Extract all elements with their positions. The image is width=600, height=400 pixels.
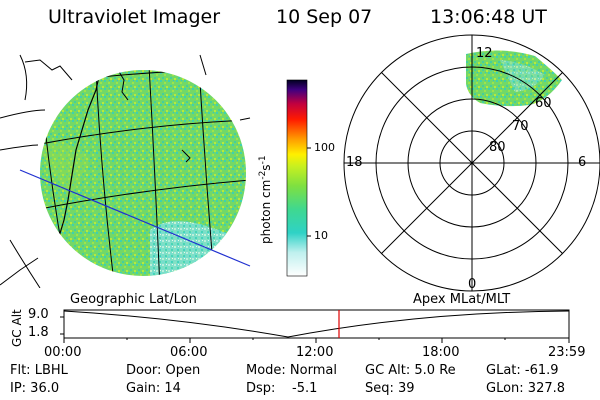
gc-alt-info: GC Alt: 5.0 Re xyxy=(365,363,456,378)
altitude-timeline xyxy=(60,309,570,343)
gc-alt-tick-max: 9.0 xyxy=(28,307,49,322)
mode-info: Mode: Normal xyxy=(246,363,337,378)
time-tick-0000: 00:00 xyxy=(44,345,82,360)
glat-info: GLat: -61.9 xyxy=(486,363,559,378)
door-info: Door: Open xyxy=(126,363,201,378)
instrument-title: Ultraviolet Imager xyxy=(48,6,221,28)
colorbar-label-mid: s xyxy=(259,164,273,171)
gain-info: Gain: 14 xyxy=(126,381,181,396)
mlat-label-80: 80 xyxy=(489,140,506,155)
polar-plot xyxy=(343,34,600,292)
earth-disk-image xyxy=(0,54,251,288)
filter-info: Flt: LBHL xyxy=(10,363,68,378)
colorbar-label-exp2: -1 xyxy=(258,155,268,165)
glon-info: GLon: 327.8 xyxy=(486,381,566,396)
colorbar-tick-100: 100 xyxy=(314,141,335,154)
time-tick-2359: 23:59 xyxy=(548,345,586,360)
time-label: 13:06:48 UT xyxy=(430,6,547,28)
colorbar-label-exp1: -2 xyxy=(258,170,268,180)
mlat-label-60: 60 xyxy=(535,96,552,111)
date-label: 10 Sep 07 xyxy=(276,6,373,28)
time-tick-1800: 18:00 xyxy=(422,345,460,360)
time-tick-1200: 12:00 xyxy=(296,345,334,360)
mlt-label-6: 6 xyxy=(578,155,587,170)
sequence-info: Seq: 39 xyxy=(365,381,415,396)
colorbar-label-base: photon cm xyxy=(259,179,273,244)
ip-info: IP: 36.0 xyxy=(10,381,60,396)
gc-alt-axis-label: GC Alt xyxy=(10,309,24,347)
dsp-label: Dsp: xyxy=(246,381,276,396)
apex-coords-title: Apex MLat/MLT xyxy=(413,292,511,307)
mlt-label-12: 12 xyxy=(476,46,493,61)
colorbar-tick-10: 10 xyxy=(314,229,328,242)
dsp-value: -5.1 xyxy=(292,381,318,396)
colorbar-units-label: photon cm-2s-1 xyxy=(258,155,273,244)
geographic-coords-title: Geographic Lat/Lon xyxy=(70,292,197,307)
mlt-label-18: 18 xyxy=(346,155,363,170)
mlat-label-70: 70 xyxy=(512,119,529,134)
gc-alt-tick-min: 1.8 xyxy=(28,325,49,340)
time-tick-0600: 06:00 xyxy=(170,345,208,360)
geographic-track-line xyxy=(19,169,251,267)
colorbar xyxy=(286,79,308,277)
mlt-label-0: 0 xyxy=(468,277,477,292)
